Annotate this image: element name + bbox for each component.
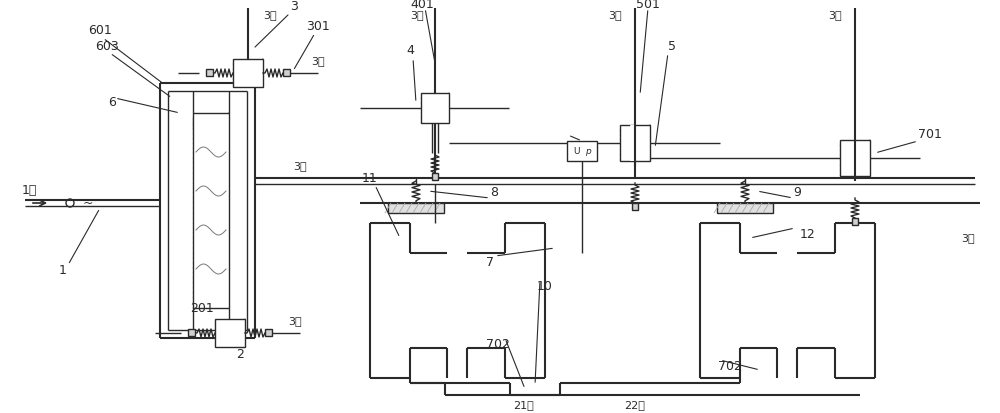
Text: 9: 9 — [793, 185, 801, 199]
Text: 1: 1 — [59, 263, 67, 276]
Text: 3口: 3口 — [263, 10, 277, 20]
Bar — [840, 140, 870, 176]
Text: 3口: 3口 — [288, 316, 302, 326]
Bar — [717, 203, 773, 213]
Bar — [852, 218, 858, 225]
Text: 10: 10 — [537, 280, 553, 292]
Text: 701: 701 — [918, 128, 942, 142]
Text: 601: 601 — [88, 24, 112, 38]
Text: 702: 702 — [718, 359, 742, 373]
Text: 11: 11 — [362, 173, 378, 185]
Text: 3口: 3口 — [293, 161, 307, 171]
Bar — [620, 125, 650, 161]
Text: 501: 501 — [636, 0, 660, 12]
Text: 7: 7 — [486, 256, 494, 270]
Text: 3口: 3口 — [311, 56, 325, 66]
Text: 2: 2 — [236, 349, 244, 361]
Bar — [632, 203, 638, 210]
Text: 3口: 3口 — [608, 10, 622, 20]
Text: 201: 201 — [190, 302, 214, 316]
Bar — [265, 329, 272, 336]
Text: 401: 401 — [410, 0, 434, 12]
Bar — [283, 69, 290, 76]
Bar — [233, 59, 263, 87]
Text: 4: 4 — [406, 45, 414, 57]
Bar — [567, 141, 597, 161]
Text: 5: 5 — [668, 40, 676, 52]
Text: 3: 3 — [290, 0, 298, 12]
Text: 1口: 1口 — [22, 185, 37, 197]
Text: p: p — [585, 147, 591, 156]
Text: 3口: 3口 — [828, 10, 842, 20]
Bar — [421, 93, 449, 123]
Text: 8: 8 — [490, 185, 498, 199]
Text: U: U — [573, 147, 579, 156]
Bar — [432, 173, 438, 180]
Bar — [215, 319, 245, 347]
Text: 12: 12 — [800, 228, 816, 242]
Bar — [388, 203, 444, 213]
Text: 6: 6 — [108, 97, 116, 109]
Text: 603: 603 — [95, 40, 119, 52]
Text: 3口: 3口 — [410, 10, 424, 20]
Text: 3口: 3口 — [961, 233, 975, 243]
Text: 21口: 21口 — [513, 400, 533, 410]
Bar — [193, 113, 229, 308]
Text: 702: 702 — [486, 339, 510, 351]
Bar — [188, 329, 195, 336]
Text: 22口: 22口 — [625, 400, 645, 410]
Text: 301: 301 — [306, 19, 330, 33]
Bar — [206, 69, 213, 76]
Text: ~: ~ — [83, 197, 93, 209]
